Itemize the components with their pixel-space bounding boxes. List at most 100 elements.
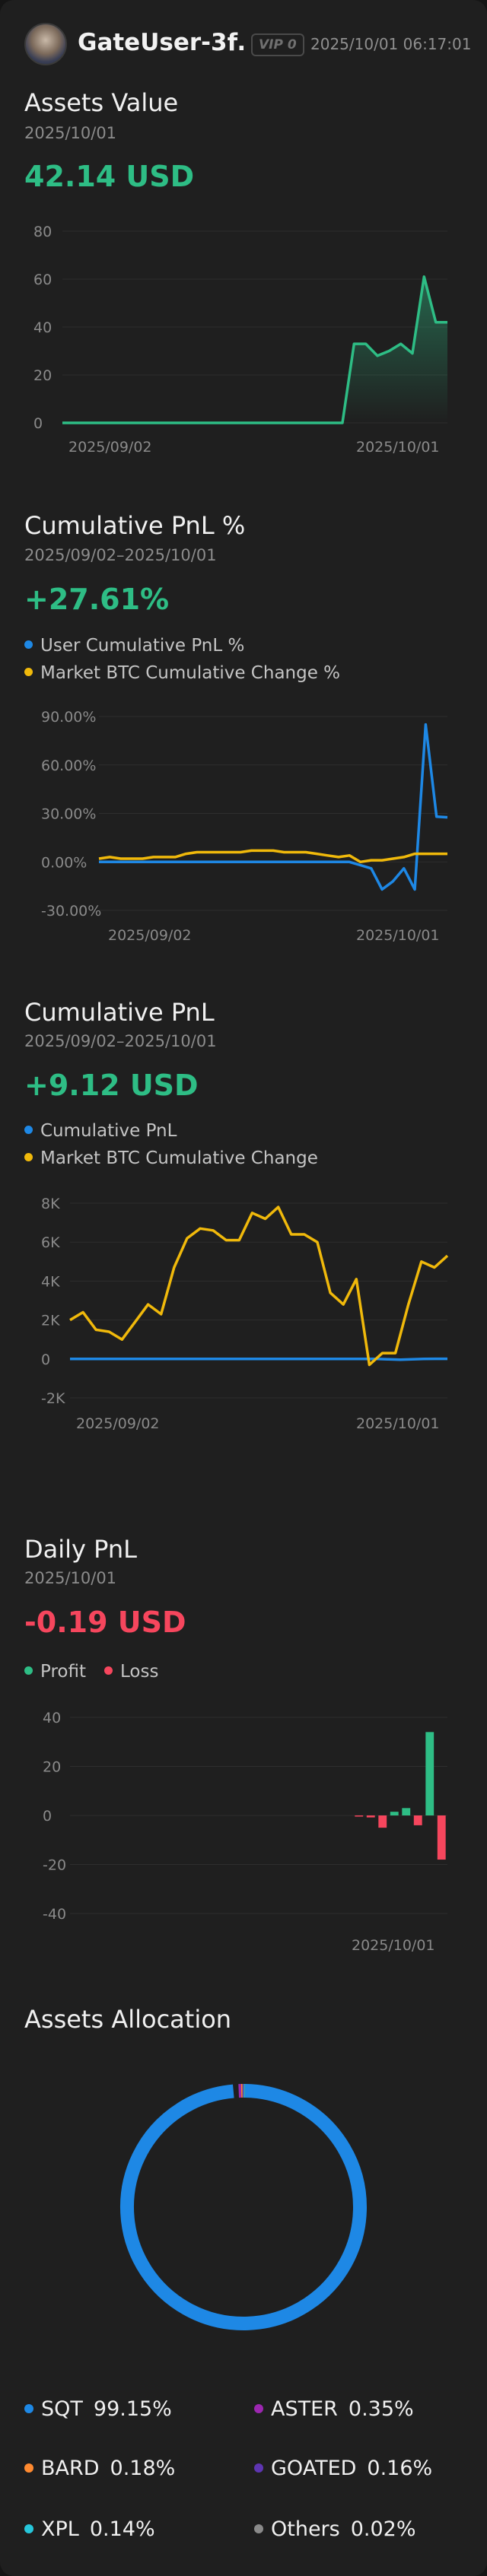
cum-pnl-chart[interactable]: 8K 6K 4K 2K 0 -2K 2025/09/02 2025/10/01 [0, 1186, 487, 1445]
asset-name: ASTER [271, 2397, 338, 2421]
username[interactable]: GateUser-3f… [78, 29, 245, 56]
cum-pnl-pct-title: Cumulative PnL % [24, 511, 246, 540]
legend-label: Profit [40, 1662, 86, 1682]
asset-name: GOATED [271, 2457, 357, 2480]
cum-pnl-pct-value: +27.61% [24, 583, 170, 616]
y-tick-label: 60 [33, 272, 52, 288]
legend-label: User Cumulative PnL % [40, 636, 245, 656]
y-tick-label: -30.00% [41, 903, 101, 920]
y-tick-label: 0 [41, 1352, 50, 1368]
asset-percent: 0.35% [348, 2397, 414, 2421]
allocation-donut-chart[interactable] [0, 2069, 487, 2358]
blue-dot-icon [24, 2403, 33, 2413]
y-tick-label: -20 [43, 1857, 66, 1874]
daily-pnl-date: 2025/10/01 [24, 1569, 117, 1587]
asset-name: SQT [41, 2397, 83, 2421]
avatar[interactable] [24, 23, 67, 65]
profit-bar [402, 1808, 411, 1815]
y-tick-label: 0.00% [41, 854, 87, 871]
x-tick-label: 2025/10/01 [356, 1415, 440, 1432]
y-tick-label: 0 [43, 1808, 52, 1825]
asset-percent: 0.14% [89, 2517, 155, 2541]
x-tick-label: 2025/09/02 [76, 1415, 160, 1432]
y-tick-label: 30.00% [41, 806, 96, 823]
asset-percent: 0.02% [350, 2517, 416, 2541]
y-tick-label: 0 [33, 415, 43, 432]
account-header: GateUser-3f… VIP 0 2025/10/01 06:17:01 [24, 21, 471, 68]
loss-bar [366, 1815, 375, 1818]
asset-percent: 0.16% [367, 2457, 433, 2480]
orange-dot-icon [24, 2463, 33, 2473]
asset-percent: 0.18% [110, 2457, 176, 2480]
y-tick-label: 60.00% [41, 758, 96, 774]
daily-pnl-legend: Profit Loss [24, 1662, 177, 1682]
y-tick-label: 4K [41, 1273, 60, 1290]
donut-slice-sqt [120, 2084, 367, 2330]
allocation-title: Assets Allocation [24, 2005, 232, 2034]
cyan-dot-icon [24, 2524, 33, 2533]
x-tick-label: 2025/10/01 [352, 1937, 435, 1954]
asset-name: Others [271, 2517, 340, 2541]
legend-market-btc-pct: Market BTC Cumulative Change % [24, 663, 340, 683]
legend-loss: Loss [104, 1662, 158, 1682]
asset-name: XPL [41, 2517, 79, 2541]
yellow-dot-icon [24, 1153, 33, 1161]
blue-dot-icon [24, 1126, 33, 1134]
legend-label: Market BTC Cumulative Change [40, 1148, 318, 1168]
legend-label: Cumulative PnL [40, 1121, 177, 1141]
green-dot-icon [24, 1666, 33, 1675]
x-tick-label: 2025/09/02 [108, 927, 192, 944]
cum-pnl-date-range: 2025/09/02–2025/10/01 [24, 1032, 217, 1050]
assets-value-chart[interactable]: 80 60 40 20 0 2025/09/02 2025/10/01 [0, 213, 487, 456]
loss-bar [413, 1815, 422, 1825]
purple-dot-icon [254, 2403, 263, 2413]
legend-cum-pnl: Cumulative PnL [24, 1121, 177, 1141]
legend-market-btc: Market BTC Cumulative Change [24, 1148, 318, 1168]
legend-user-cum-pnl-pct: User Cumulative PnL % [24, 636, 244, 656]
y-tick-label: 40 [33, 319, 52, 336]
daily-pnl-chart[interactable]: 40 20 0 -20 -40 2025/10/01 [0, 1696, 487, 1954]
y-tick-label: 20 [33, 367, 52, 384]
timestamp: 2025/10/01 06:17:01 [310, 35, 472, 53]
market-btc-pct-line [98, 849, 447, 864]
profit-bar [390, 1812, 399, 1815]
y-tick-label: 2K [41, 1313, 60, 1329]
allocation-item-goated[interactable]: GOATED 0.16% [254, 2457, 432, 2480]
x-tick-label: 2025/10/01 [356, 439, 440, 456]
assets-value-line [62, 275, 447, 424]
y-tick-label: -40 [43, 1906, 66, 1923]
loss-bar [437, 1815, 446, 1860]
y-tick-label: -2K [41, 1390, 65, 1407]
allocation-item-aster[interactable]: ASTER 0.35% [254, 2397, 414, 2421]
gray-dot-icon [254, 2524, 263, 2533]
cum-pnl-pct-chart[interactable]: 90.00% 60.00% 30.00% 0.00% -30.00% 2025/09/02… [0, 700, 487, 958]
x-tick-label: 2025/09/02 [68, 439, 152, 456]
loss-bar [355, 1815, 364, 1817]
allocation-item-others[interactable]: Others 0.02% [254, 2517, 416, 2541]
y-tick-label: 90.00% [41, 709, 96, 726]
y-tick-label: 20 [43, 1759, 61, 1776]
legend-label: Market BTC Cumulative Change % [40, 663, 341, 683]
cum-pnl-pct-date-range: 2025/09/02–2025/10/01 [24, 546, 217, 564]
legend-label: Loss [120, 1662, 159, 1682]
daily-pnl-title: Daily PnL [24, 1535, 137, 1564]
x-tick-label: 2025/10/01 [356, 927, 440, 944]
market-btc-line [69, 1205, 449, 1367]
area-fill [62, 276, 447, 423]
cum-pnl-line [70, 1357, 447, 1361]
asset-name: BARD [41, 2457, 100, 2480]
asset-percent: 99.15% [93, 2397, 172, 2421]
profit-bar [425, 1732, 434, 1815]
user-cum-pnl-pct-line [99, 723, 448, 891]
red-dot-icon [104, 1666, 113, 1675]
allocation-item-sqt[interactable]: SQT 99.15% [24, 2397, 172, 2421]
blue-dot-icon [24, 640, 33, 649]
loss-bar [378, 1815, 387, 1828]
y-tick-label: 6K [41, 1234, 60, 1251]
cum-pnl-title: Cumulative PnL [24, 998, 215, 1027]
allocation-item-bard[interactable]: BARD 0.18% [24, 2457, 175, 2480]
indigo-dot-icon [254, 2463, 263, 2473]
assets-value-amount: 42.14 USD [24, 160, 195, 193]
allocation-item-xpl[interactable]: XPL 0.14% [24, 2517, 155, 2541]
